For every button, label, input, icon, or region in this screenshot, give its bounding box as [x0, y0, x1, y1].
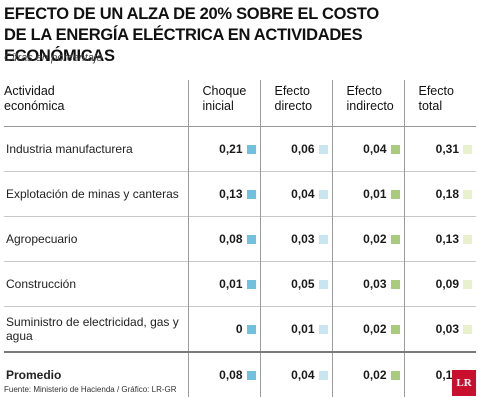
table-row: Promedio 0,08 0,04 0,02 0,13 [4, 351, 476, 397]
header-total: Efecto total [403, 80, 476, 127]
header-indirect: Efecto indirecto [331, 80, 404, 127]
header-shock: Choque inicial [187, 80, 260, 127]
title-line-2: de la energía eléctrica en actividades e… [4, 26, 363, 65]
subtitle: Cifras en porcentaje [4, 52, 103, 64]
legend-swatch [246, 280, 256, 289]
legend-swatch [390, 280, 400, 289]
cell-shock: 0,01 [187, 261, 260, 307]
legend-swatch [318, 235, 328, 244]
row-label: Agropecuario [4, 216, 188, 262]
legend-swatch [246, 145, 256, 154]
cell-direct: 0,06 [259, 126, 332, 172]
legend-swatch [463, 145, 472, 154]
cell-shock: 0,08 [187, 351, 260, 397]
row-label: Suministro de electricidad, gas y agua [4, 306, 188, 352]
cell-value: 0,02 [363, 322, 387, 336]
cell-value: 0,01 [291, 322, 315, 336]
cell-direct: 0,03 [259, 216, 332, 262]
cell-total: 0,13 [403, 216, 476, 262]
cell-indirect: 0,01 [331, 171, 404, 217]
cell-value: 0 [235, 322, 243, 336]
cell-value: 0,04 [291, 187, 315, 201]
source-footer: Fuente: Ministerio de Hacienda / Gráfico… [4, 385, 177, 394]
page-title: Efecto de un alza de 20% sobre el costo … [4, 4, 476, 67]
cell-value: 0,31 [435, 142, 459, 156]
legend-swatch [246, 371, 256, 380]
cell-indirect: 0,03 [331, 261, 404, 307]
cell-value: 0,13 [435, 232, 459, 246]
cell-direct: 0,01 [259, 306, 332, 352]
header-activity: Actividad económica [4, 84, 65, 113]
cell-total: 0,31 [403, 126, 476, 172]
legend-swatch [463, 280, 472, 289]
cell-indirect: 0,04 [331, 126, 404, 172]
cell-direct: 0,04 [259, 351, 332, 397]
legend-swatch [318, 371, 328, 380]
title-line-1: Efecto de un alza de 20% sobre el costo [4, 5, 379, 23]
table-header: Actividad económica Choque inicial Efect… [4, 80, 476, 127]
legend-swatch [390, 190, 400, 199]
legend-swatch [390, 371, 400, 380]
legend-swatch [246, 190, 256, 199]
cell-direct: 0,05 [259, 261, 332, 307]
cell-shock: 0 [187, 306, 260, 352]
cell-value: 0,04 [291, 368, 315, 382]
table-row: Construcción 0,01 0,05 0,03 0,09 [4, 261, 476, 307]
legend-swatch [463, 190, 472, 199]
legend-swatch [390, 145, 400, 154]
cell-shock: 0,13 [187, 171, 260, 217]
table-row: Industria manufacturera 0,21 0,06 0,04 0,31 [4, 126, 476, 172]
row-label: Promedio [4, 351, 188, 397]
table-row: Explotación de minas y canteras 0,13 0,04 0… [4, 171, 476, 217]
legend-swatch [390, 325, 400, 334]
legend-swatch [318, 280, 328, 289]
cell-indirect: 0,02 [331, 306, 404, 352]
cell-value: 0,18 [435, 187, 459, 201]
cell-total: 0,03 [403, 306, 476, 352]
row-label: Explotación de minas y canteras [4, 171, 188, 217]
row-label: Construcción [4, 261, 188, 307]
cell-value: 0,03 [435, 322, 459, 336]
cell-value: 0,08 [219, 368, 243, 382]
cell-value: 0,04 [363, 142, 387, 156]
cell-value: 0,01 [219, 277, 243, 291]
cell-value: 0,05 [291, 277, 315, 291]
cell-value: 0,09 [435, 277, 459, 291]
cell-value: 0,21 [219, 142, 243, 156]
cell-indirect: 0,02 [331, 351, 404, 397]
legend-swatch [318, 325, 328, 334]
header-direct: Efecto directo [259, 80, 332, 127]
cell-value: 0,03 [291, 232, 315, 246]
lr-logo: LR [452, 370, 476, 396]
cell-value: 0,03 [363, 277, 387, 291]
cell-value: 0,13 [219, 187, 243, 201]
cell-value: 0,08 [219, 232, 243, 246]
table-row: Agropecuario 0,08 0,03 0,02 0,13 [4, 216, 476, 262]
legend-swatch [463, 235, 472, 244]
legend-swatch [246, 235, 256, 244]
cell-direct: 0,04 [259, 171, 332, 217]
cell-total: 0,18 [403, 171, 476, 217]
legend-swatch [390, 235, 400, 244]
legend-swatch [246, 325, 256, 334]
cell-shock: 0,08 [187, 216, 260, 262]
cell-total: 0,09 [403, 261, 476, 307]
legend-swatch [318, 145, 328, 154]
legend-swatch [463, 325, 472, 334]
cell-value: 0,01 [363, 187, 387, 201]
table-row: Suministro de electricidad, gas y agua 0 0… [4, 306, 476, 352]
cell-value: 0,02 [363, 232, 387, 246]
cell-value: 0,02 [363, 368, 387, 382]
row-label: Industria manufacturera [4, 126, 188, 172]
cell-shock: 0,21 [187, 126, 260, 172]
cell-indirect: 0,02 [331, 216, 404, 262]
data-table: Actividad económica Choque inicial Efect… [4, 80, 476, 397]
cell-value: 0,06 [291, 142, 315, 156]
legend-swatch [318, 190, 328, 199]
